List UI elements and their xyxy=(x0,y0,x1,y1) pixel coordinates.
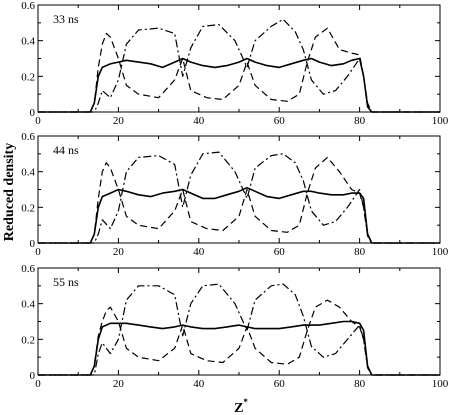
x-tick-label: 60 xyxy=(274,115,286,127)
x-tick-label: 60 xyxy=(274,378,286,390)
y-tick-label: 0.2 xyxy=(21,71,35,83)
x-tick-label: 0 xyxy=(35,115,41,127)
density-curve-dashed xyxy=(38,156,440,244)
panel-3: 0 20 40 60 80 100 0 0.2 0.4 0.6 55 ns xyxy=(21,263,449,390)
density-curve-dashdot xyxy=(38,151,440,244)
x-tick-label: 80 xyxy=(354,115,366,127)
x-tick-label: 100 xyxy=(432,378,449,390)
density-curve-dashdot xyxy=(38,18,440,113)
y-tick-label: 0.2 xyxy=(21,202,35,214)
plot-frame xyxy=(37,4,441,113)
density-curve-dashdot xyxy=(38,283,440,376)
plot-frame xyxy=(37,135,441,244)
x-tick-label: 20 xyxy=(113,246,125,258)
x-tick-label: 0 xyxy=(35,378,41,390)
x-tick-label: 80 xyxy=(354,378,366,390)
y-axis-title: Reduced density xyxy=(2,143,17,241)
y-tick-label: 0 xyxy=(30,370,36,382)
density-curve-solid xyxy=(38,57,440,113)
x-tick-label: 60 xyxy=(274,246,286,258)
y-tick-label: 0.4 xyxy=(21,167,35,179)
panel-time-label: 55 ns xyxy=(53,275,79,289)
x-tick-label: 40 xyxy=(193,115,205,127)
x-tick-label: 100 xyxy=(432,246,449,258)
y-tick-label: 0.6 xyxy=(21,263,35,275)
panel-2: 0 20 40 60 80 100 0 0.2 0.4 0.6 44 ns xyxy=(21,131,449,258)
x-tick-label: 40 xyxy=(193,378,205,390)
x-tick-label: 40 xyxy=(193,246,205,258)
y-tick-label: 0.2 xyxy=(21,334,35,346)
panel-time-label: 33 ns xyxy=(53,12,79,26)
density-curve-solid xyxy=(38,186,440,244)
x-axis-title: Z* xyxy=(234,397,248,415)
density-curve-dashed xyxy=(38,27,440,113)
x-tick-label: 100 xyxy=(432,115,449,127)
y-tick-label: 0.4 xyxy=(21,36,35,48)
panel-1: 0 20 40 60 80 100 0 0.2 0.4 0.6 33 ns xyxy=(21,0,449,127)
y-tick-label: 0 xyxy=(30,238,36,250)
y-tick-label: 0 xyxy=(30,107,36,119)
density-curve-solid xyxy=(38,320,440,376)
y-tick-label: 0.4 xyxy=(21,299,35,311)
panel-time-label: 44 ns xyxy=(53,143,79,157)
x-tick-label: 20 xyxy=(113,378,125,390)
x-axis-title-superscript: * xyxy=(243,397,248,407)
y-tick-label: 0.6 xyxy=(21,0,35,12)
x-tick-label: 80 xyxy=(354,246,366,258)
x-axis-title-main: Z xyxy=(234,401,243,415)
x-tick-label: 20 xyxy=(113,115,125,127)
y-tick-label: 0.6 xyxy=(21,131,35,143)
x-tick-label: 0 xyxy=(35,246,41,258)
density-curve-dashed xyxy=(38,299,440,376)
plot-frame xyxy=(37,267,441,376)
